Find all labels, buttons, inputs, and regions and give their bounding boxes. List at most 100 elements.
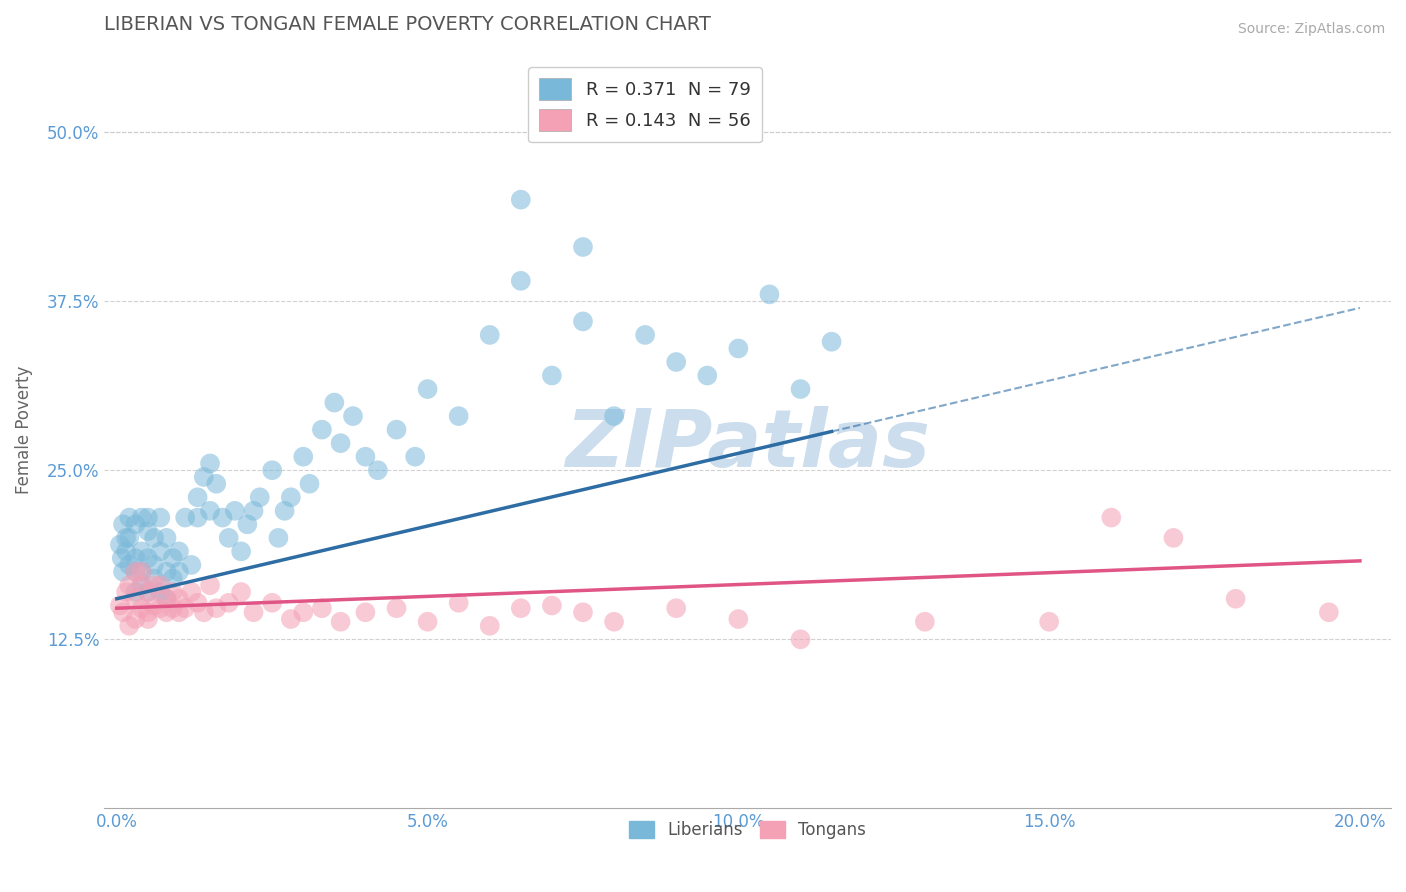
Point <box>1163 531 1185 545</box>
Point <box>447 596 470 610</box>
Point <box>187 510 209 524</box>
Point <box>205 601 228 615</box>
Point <box>665 355 688 369</box>
Point <box>149 578 172 592</box>
Point <box>136 585 159 599</box>
Point <box>167 591 190 606</box>
Point <box>131 578 153 592</box>
Point <box>174 510 197 524</box>
Point <box>385 601 408 615</box>
Point <box>218 531 240 545</box>
Point <box>572 314 595 328</box>
Point <box>162 585 184 599</box>
Point <box>136 551 159 566</box>
Point <box>218 596 240 610</box>
Point <box>224 504 246 518</box>
Point <box>354 605 377 619</box>
Point <box>509 193 531 207</box>
Point <box>541 599 564 613</box>
Point <box>280 612 302 626</box>
Point <box>509 274 531 288</box>
Point <box>124 551 146 566</box>
Point <box>174 601 197 615</box>
Point <box>118 578 141 592</box>
Text: Source: ZipAtlas.com: Source: ZipAtlas.com <box>1237 22 1385 37</box>
Y-axis label: Female Poverty: Female Poverty <box>15 366 32 494</box>
Point <box>124 565 146 579</box>
Point <box>509 601 531 615</box>
Point <box>603 409 626 423</box>
Point <box>187 596 209 610</box>
Point <box>136 585 159 599</box>
Point <box>155 605 177 619</box>
Point <box>155 531 177 545</box>
Point <box>311 601 333 615</box>
Point <box>167 544 190 558</box>
Point <box>136 510 159 524</box>
Point <box>416 615 439 629</box>
Point <box>131 565 153 579</box>
Point <box>111 551 134 566</box>
Point <box>149 544 172 558</box>
Point <box>789 382 811 396</box>
Point <box>155 565 177 579</box>
Point <box>143 599 166 613</box>
Point <box>198 578 221 592</box>
Point <box>292 450 315 464</box>
Point <box>149 510 172 524</box>
Point <box>696 368 718 383</box>
Point <box>180 585 202 599</box>
Point <box>115 531 138 545</box>
Point <box>634 327 657 342</box>
Point <box>124 517 146 532</box>
Point <box>111 565 134 579</box>
Point <box>108 538 131 552</box>
Point <box>155 591 177 606</box>
Point <box>205 476 228 491</box>
Point <box>124 565 146 579</box>
Point <box>187 490 209 504</box>
Point <box>262 596 284 610</box>
Point <box>1099 510 1122 524</box>
Point <box>1038 615 1060 629</box>
Point <box>211 510 233 524</box>
Point <box>789 632 811 647</box>
Point <box>280 490 302 504</box>
Point <box>111 605 134 619</box>
Point <box>131 601 153 615</box>
Point <box>298 476 321 491</box>
Point <box>115 544 138 558</box>
Point <box>541 368 564 383</box>
Point <box>262 463 284 477</box>
Point <box>118 558 141 572</box>
Point <box>131 544 153 558</box>
Point <box>118 531 141 545</box>
Point <box>329 615 352 629</box>
Point <box>367 463 389 477</box>
Point <box>354 450 377 464</box>
Point <box>193 470 215 484</box>
Point <box>149 601 172 615</box>
Point <box>131 510 153 524</box>
Point <box>447 409 470 423</box>
Point <box>167 605 190 619</box>
Text: LIBERIAN VS TONGAN FEMALE POVERTY CORRELATION CHART: LIBERIAN VS TONGAN FEMALE POVERTY CORREL… <box>104 15 711 34</box>
Point <box>149 585 172 599</box>
Point <box>323 395 346 409</box>
Point <box>242 605 264 619</box>
Point <box>124 585 146 599</box>
Point <box>478 619 501 633</box>
Point <box>143 578 166 592</box>
Point <box>273 504 295 518</box>
Point <box>385 423 408 437</box>
Point <box>124 612 146 626</box>
Point <box>124 591 146 606</box>
Point <box>115 585 138 599</box>
Point <box>143 558 166 572</box>
Point <box>229 544 252 558</box>
Point <box>1225 591 1247 606</box>
Point <box>143 531 166 545</box>
Point <box>162 601 184 615</box>
Point <box>236 517 259 532</box>
Point <box>136 605 159 619</box>
